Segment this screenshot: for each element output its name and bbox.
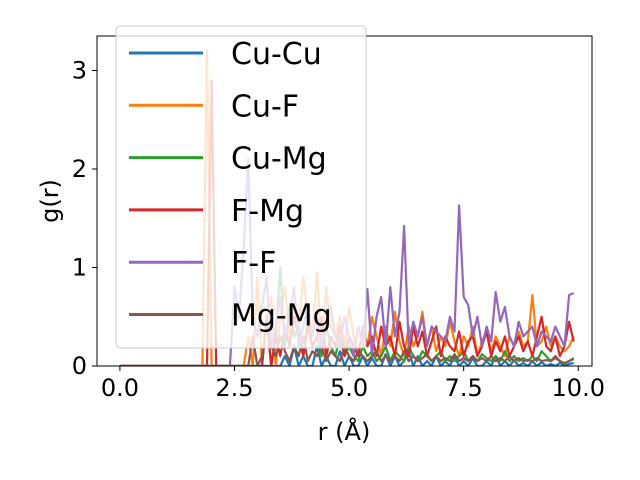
y-tick-label: 1: [72, 253, 87, 281]
legend: Cu-Cu Cu-F Cu-Mg F-Mg F-F Mg-Mg: [115, 25, 367, 349]
y-axis-label: g(r): [36, 179, 64, 223]
legend-label-cu-f: Cu-F: [231, 89, 299, 124]
x-tick-label: 5.0: [330, 374, 368, 402]
x-axis-label: r (Å): [318, 417, 371, 446]
x-axis-ticks: 0.0 2.5 5.0 7.5 10.0: [101, 366, 605, 402]
series-line-cu-cu: [119, 345, 574, 366]
x-tick-label: 7.5: [445, 374, 483, 402]
legend-label-f-mg: F-Mg: [231, 194, 304, 229]
x-tick-label: 10.0: [552, 374, 605, 402]
x-tick-label: 0.0: [101, 374, 139, 402]
legend-label-f-f: F-F: [231, 246, 276, 281]
y-axis-ticks: 0 1 2 3: [72, 56, 97, 380]
x-tick-label: 2.5: [215, 374, 253, 402]
y-tick-label: 2: [72, 155, 87, 183]
legend-label-cu-mg: Cu-Mg: [231, 142, 327, 177]
y-tick-label: 0: [72, 352, 87, 380]
y-tick-label: 3: [72, 56, 87, 84]
legend-label-mg-mg: Mg-Mg: [231, 299, 332, 334]
series-line-mg-mg: [119, 325, 575, 366]
legend-label-cu-cu: Cu-Cu: [231, 37, 322, 72]
